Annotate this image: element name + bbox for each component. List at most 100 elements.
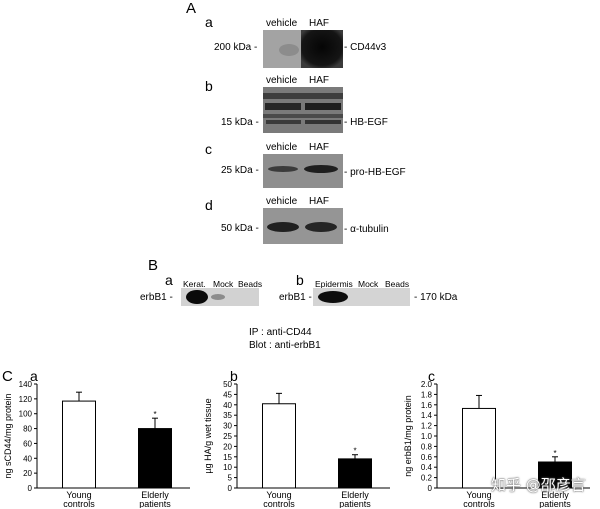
blot-a-letter: a — [205, 14, 213, 30]
blot-d-image — [263, 208, 343, 244]
y-tick-label: 2.0 — [421, 380, 433, 389]
panel-b-right-letter: b — [296, 272, 304, 288]
chart-c-letter: c — [428, 368, 435, 384]
panel-a-label: A — [186, 0, 197, 17]
blot-b-letter: b — [205, 78, 213, 94]
category-label: Young — [66, 490, 91, 500]
panel-b-right-lane-epidermis: Epidermis — [315, 279, 353, 289]
y-tick-label: 120 — [19, 395, 33, 404]
y-tick-label: 140 — [19, 380, 33, 389]
category-label: Young — [266, 490, 291, 500]
blot-c-band-label: - pro-HB-EGF — [344, 167, 406, 178]
y-tick-label: 1.2 — [421, 422, 433, 431]
category-label: patients — [539, 499, 571, 508]
blot-a-lane-haf: HAF — [309, 18, 329, 29]
y-tick-label: 0.6 — [421, 453, 433, 462]
y-tick-label: 10 — [223, 463, 232, 472]
y-tick-label: 15 — [223, 453, 232, 462]
significance-mark: * — [153, 410, 156, 419]
y-tick-label: 0.8 — [421, 442, 433, 451]
blot-a-band-label: - CD44v3 — [344, 42, 387, 53]
y-tick-label: 0 — [228, 484, 233, 493]
y-tick-label: 0.4 — [421, 463, 433, 472]
y-tick-label: 50 — [223, 380, 232, 389]
bar-young-controls — [262, 403, 296, 489]
blot-b-band-label: - HB-EGF — [344, 117, 388, 128]
y-tick-label: 20 — [223, 442, 232, 451]
panel-b-right-lane-mock: Mock — [358, 279, 379, 289]
panel-b-ip-line: IP : anti-CD44 — [249, 327, 312, 338]
category-label: patients — [339, 499, 371, 508]
blot-b-marker: 15 kDa - — [221, 117, 259, 128]
panel-b-right-marker: - 170 kDa — [414, 292, 458, 303]
blot-c-letter: c — [205, 141, 212, 157]
category-label: Elderly — [541, 490, 569, 500]
y-tick-label: 5 — [228, 474, 233, 483]
bar-elderly-patients — [338, 458, 372, 489]
y-tick-label: 40 — [223, 401, 232, 410]
panel-b-left-lane-mock: Mock — [213, 279, 234, 289]
bar-young-controls — [62, 400, 96, 489]
y-tick-label: 60 — [23, 439, 32, 448]
y-axis-label: µg HA/g wet tissue — [203, 398, 213, 473]
blot-d-lane-haf: HAF — [309, 196, 329, 207]
category-label: controls — [263, 499, 295, 508]
y-tick-label: 80 — [23, 425, 32, 434]
y-axis-label: ng sCD44/mg protein — [3, 393, 13, 478]
chart-a-letter: a — [30, 368, 38, 384]
bar-elderly-patients — [538, 461, 572, 489]
blot-c-image — [263, 154, 343, 188]
blot-c-lane-vehicle: vehicle — [266, 142, 298, 153]
panel-b-left-blot — [181, 288, 259, 306]
y-tick-label: 20 — [23, 469, 32, 478]
category-label: Elderly — [341, 490, 369, 500]
y-tick-label: 0 — [428, 484, 433, 493]
blot-b-lane-haf: HAF — [309, 75, 329, 86]
panel-c-label: C — [2, 368, 13, 385]
y-tick-label: 100 — [19, 410, 33, 419]
panel-b-left-row-label: erbB1 - — [140, 292, 173, 303]
panel-b-right-blot — [313, 288, 410, 306]
y-tick-label: 40 — [23, 454, 32, 463]
panel-b-right-row-label: erbB1 - — [279, 292, 312, 303]
bar-young-controls — [462, 407, 496, 489]
y-tick-label: 1.6 — [421, 401, 433, 410]
blot-c-marker: 25 kDa - — [221, 165, 259, 176]
blot-d-lane-vehicle: vehicle — [266, 196, 298, 207]
y-tick-label: 1.0 — [421, 432, 433, 441]
blot-b-lane-vehicle: vehicle — [266, 75, 298, 86]
chart-a: 0 20 40 60 80 100 120 140 ng sCD44/mg protein You… — [3, 380, 190, 508]
blot-a-image — [263, 30, 343, 68]
significance-mark: * — [353, 447, 356, 456]
blot-a-lane-vehicle: vehicle — [266, 18, 298, 29]
chart-b-letter: b — [230, 368, 238, 384]
y-tick-label: 45 — [223, 390, 232, 399]
significance-mark: * — [553, 449, 556, 458]
panel-b-left-lane-kerat: Kerat. — [183, 279, 206, 289]
blot-d-letter: d — [205, 197, 213, 213]
y-tick-label: 1.8 — [421, 390, 433, 399]
y-tick-label: 35 — [223, 411, 232, 420]
category-label: patients — [139, 499, 171, 508]
panel-b-blot-line: Blot : anti-erbB1 — [249, 340, 321, 351]
category-label: Young — [466, 490, 491, 500]
blot-d-band-label: - α-tubulin — [344, 224, 389, 235]
y-tick-label: 30 — [223, 422, 232, 431]
blot-d-marker: 50 kDa - — [221, 223, 259, 234]
y-tick-label: 1.4 — [421, 411, 433, 420]
y-axis-label: ng erbB1/mg protein — [403, 395, 413, 477]
blot-a-marker: 200 kDa - — [214, 42, 258, 53]
panel-b-right-lane-beads: Beads — [385, 279, 410, 289]
panel-b-left-lane-beads: Beads — [238, 279, 263, 289]
chart-c: 00.2 0.40.6 0.81.01.2 1.41.6 1.82.0 ng erbB1/… — [403, 380, 590, 508]
category-label: controls — [463, 499, 495, 508]
y-tick-label: 0 — [28, 484, 33, 493]
y-tick-label: 0.2 — [421, 474, 433, 483]
blot-c-lane-haf: HAF — [309, 142, 329, 153]
category-label: Elderly — [141, 490, 169, 500]
panel-b-label: B — [148, 257, 159, 274]
category-label: controls — [63, 499, 95, 508]
blot-b-image — [263, 87, 343, 133]
y-tick-label: 25 — [223, 432, 232, 441]
